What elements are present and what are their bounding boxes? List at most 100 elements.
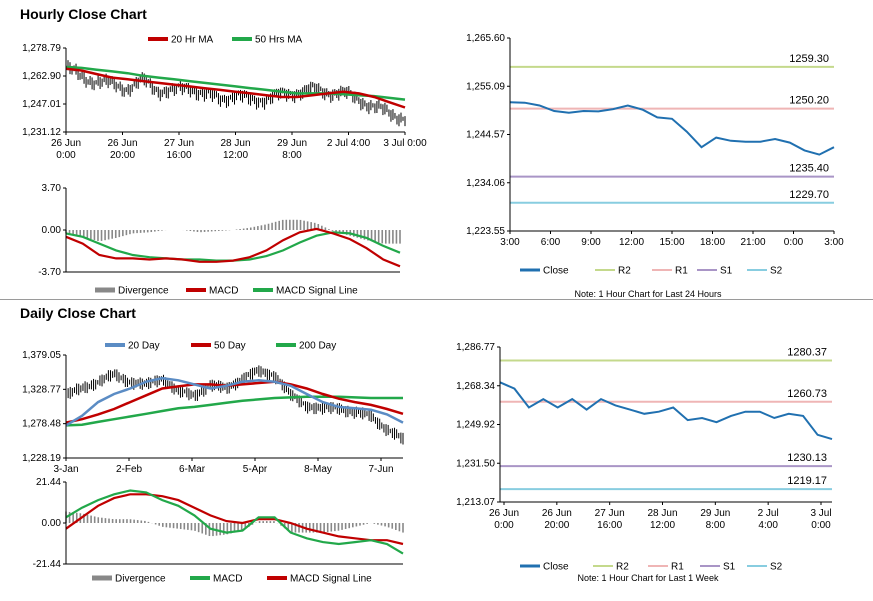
daily-price-xtick-label: 8-May [304,464,332,475]
level-label-r2: 1280.37 [787,346,827,358]
weekly-close-xtick-label: 27 Jun 16:00 [595,508,625,531]
hourly-close-xtick-label: 3:00 [500,237,520,248]
hourly-close-xtick-label: 12:00 [619,237,644,248]
daily-50day-line [65,380,404,424]
level-label-s1: 1235.40 [789,163,829,175]
daily-price-xtick-label: 5-Apr [243,464,268,475]
legend-50day-label: 50 Day [214,341,246,352]
weekly-close-xtick-label: 29 Jun 8:00 [700,508,730,531]
daily-20day-line [65,376,404,427]
hourly-price-ytick-label: 1,231.12 [22,127,61,138]
legend-hourly-signal-label: MACD Signal Line [276,286,358,297]
weekly-close-xtick-label: 26 Jun 20:00 [542,508,572,531]
daily-macd-ytick-label: 0.00 [42,518,62,529]
weekly-close-note: Note: 1 Hour Chart for Last 1 Week [578,573,719,583]
legend-weekly-close-r2-label: R2 [616,562,629,573]
daily-price-ytick-label: 1,278.48 [22,419,61,430]
hourly-macd-ytick-label: 0.00 [42,225,62,236]
legend-hourly-divergence-label: Divergence [118,286,169,297]
hourly-ma20-line [65,67,406,109]
legend-hourly-close-r1-label: R1 [675,266,688,277]
level-label-s2: 1219.17 [787,475,827,487]
weekly-close-xtick-label: 28 Jun 12:00 [647,508,677,531]
legend-daily-macd-label: MACD [213,574,242,585]
weekly-close-ytick-label: 1,286.77 [456,342,495,353]
daily-price-xtick-label: 3-Jan [53,464,78,475]
legend-weekly-close-close-label: Close [543,562,569,573]
level-label-r1: 1250.20 [789,95,829,107]
hourly-close-ytick-label: 1,244.57 [466,130,505,141]
hourly-close-close-line [509,101,835,156]
level-label-r2: 1259.30 [789,53,829,65]
weekly-close-ytick-label: 1,213.07 [456,497,495,508]
level-label-r1: 1260.73 [787,388,827,400]
daily-price-ytick-label: 1,379.05 [22,350,61,361]
legend-weekly-close-s1-label: S1 [723,562,736,573]
legend-hourly-macd-label: MACD [209,286,238,297]
hourly-macd-ytick-label: 3.70 [42,183,62,194]
daily-200day-line [65,395,403,427]
level-label-s1: 1230.13 [787,452,827,464]
hourly-section-title: Hourly Close Chart [20,6,147,22]
hourly-close-xtick-label: 0:00 [784,237,804,248]
hourly-price-xtick-label: 3 Jul 0:00 [383,138,427,149]
hourly-price-ytick-label: 1,278.79 [22,43,61,54]
hourly-close-ytick-label: 1,265.60 [466,33,505,44]
hourly-ma50-line [65,65,406,101]
daily-price-xtick-label: 7-Jun [368,464,393,475]
hourly-price-xtick-label: 2 Jul 4:00 [327,138,371,149]
daily-macd-ytick-label: -21.44 [33,559,62,570]
hourly-price-xtick-label: 26 Jun 0:00 [51,138,81,161]
legend-hourly-close-s2-label: S2 [770,266,783,277]
daily-macd-line [65,489,404,555]
daily-price-xtick-label: 6-Mar [179,464,206,475]
weekly-close-ytick-label: 1,249.92 [456,420,495,431]
legend-daily-signal-label: MACD Signal Line [290,574,372,585]
hourly-close-note: Note: 1 Hour Chart for Last 24 Hours [574,289,722,299]
hourly-macd-ytick-label: -3.70 [38,267,61,278]
hourly-price-ytick-label: 1,262.90 [22,71,61,82]
legend-weekly-close-r1-label: R1 [671,562,684,573]
legend-20hr-ma-label: 20 Hr MA [171,35,214,46]
hourly-price-xtick-label: 28 Jun 12:00 [220,138,250,161]
daily-section-title: Daily Close Chart [20,305,136,321]
section-divider [0,299,873,300]
legend-weekly-close-s2-label: S2 [770,562,783,573]
hourly-price-xtick-label: 27 Jun 16:00 [164,138,194,161]
legend-200day-label: 200 Day [299,341,336,352]
legend-hourly-close-close-label: Close [543,266,569,277]
hourly-price-ytick-label: 1,247.01 [22,99,61,110]
hourly-close-ytick-label: 1,234.06 [466,178,505,189]
legend-hourly-close-r2-label: R2 [618,266,631,277]
hourly-macd-line [65,227,401,268]
weekly-close-xtick-label: 2 Jul 4:00 [758,508,779,531]
legend-hourly-close-s1-label: S1 [720,266,733,277]
hourly-close-xtick-label: 9:00 [581,237,601,248]
weekly-close-xtick-label: 26 Jun 0:00 [489,508,519,531]
legend-20day-label: 20 Day [128,341,160,352]
weekly-close-ytick-label: 1,231.50 [456,458,495,469]
hourly-close-xtick-label: 15:00 [659,237,684,248]
daily-macd-ytick-label: 21.44 [36,477,61,488]
daily-price-bars-group [65,365,404,445]
hourly-close-xtick-label: 21:00 [740,237,765,248]
hourly-divergence-group [65,219,401,244]
weekly-close-close-line [499,381,833,441]
daily-price-xtick-label: 2-Feb [116,464,143,475]
hourly-close-xtick-label: 18:00 [700,237,725,248]
hourly-close-ytick-label: 1,255.09 [466,81,505,92]
daily-price-ytick-label: 1,328.77 [22,384,61,395]
weekly-close-ytick-label: 1,268.34 [456,381,495,392]
hourly-close-ytick-label: 1,223.55 [466,226,505,237]
hourly-price-xtick-label: 26 Jun 20:00 [107,138,137,161]
daily-price-ytick-label: 1,228.19 [22,453,61,464]
hourly-close-xtick-label: 3:00 [824,237,844,248]
legend-daily-divergence-label: Divergence [115,574,166,585]
legend-50hrs-ma-label: 50 Hrs MA [255,35,303,46]
weekly-close-xtick-label: 3 Jul 0:00 [810,508,831,531]
hourly-close-xtick-label: 6:00 [541,237,561,248]
daily-signal-line [65,493,404,546]
hourly-price-xtick-label: 29 Jun 8:00 [277,138,307,161]
level-label-s2: 1229.70 [789,189,829,201]
